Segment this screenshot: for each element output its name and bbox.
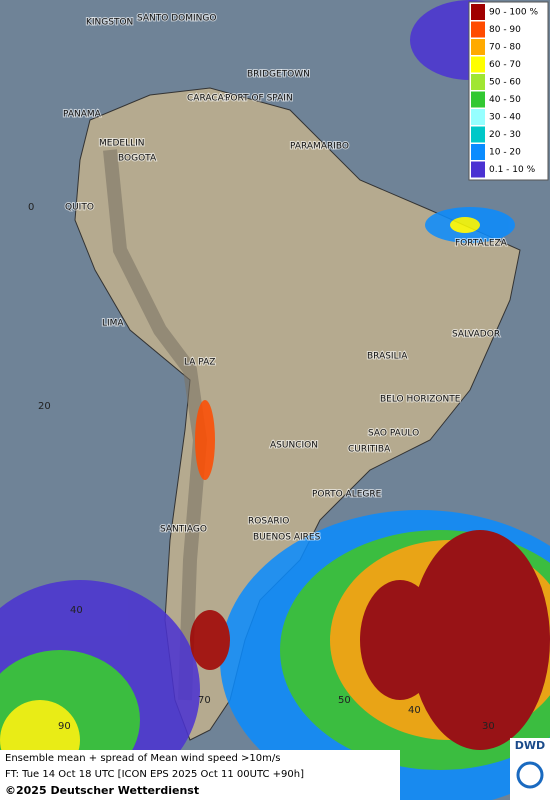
- city-label: PARAMARIBO: [290, 142, 349, 152]
- andes: [103, 149, 208, 701]
- city-label: ASUNCION: [270, 441, 318, 451]
- city-label: SANTO DOMINGO: [137, 14, 216, 24]
- grid-label: 70: [198, 695, 211, 706]
- legend-swatch: [471, 56, 485, 73]
- legend-swatch: [471, 39, 485, 55]
- legend-swatch: [471, 91, 485, 108]
- city-label: MEDELLIN: [99, 139, 144, 149]
- grid-label: 40: [70, 605, 83, 616]
- city-label: CARACAS: [187, 94, 230, 104]
- city-label: QUITO: [65, 203, 94, 213]
- copyright: ©2025 Deutscher Wetterdienst: [5, 784, 199, 797]
- legend-swatch: [471, 109, 485, 125]
- grid-label: 90: [58, 721, 71, 732]
- city-label: PORT OF SPAIN: [225, 94, 293, 104]
- legend-swatch: [471, 161, 485, 178]
- legend-label: 10 - 20: [489, 148, 521, 158]
- logo: DWD: [515, 739, 545, 752]
- city-label: PORTO ALEGRE: [312, 490, 382, 500]
- city-label: FORTALEZA: [455, 239, 508, 249]
- caption-line: Ensemble mean + spread of Mean wind spee…: [5, 753, 280, 764]
- legend-label: 30 - 40: [489, 113, 521, 123]
- legend-swatch: [471, 126, 485, 143]
- city-label: SANTIAGO: [160, 525, 207, 535]
- legend-label: 70 - 80: [489, 43, 521, 53]
- city-label: LIMA: [102, 319, 124, 329]
- legend-label: 80 - 90: [489, 25, 521, 35]
- legend-label: 20 - 30: [489, 130, 521, 140]
- grid-label: 0: [28, 202, 34, 213]
- legend-swatch: [471, 144, 485, 160]
- city-label: SAO PAULO: [368, 429, 419, 439]
- city-label: CURITIBA: [348, 445, 391, 455]
- city-label: ROSARIO: [248, 517, 289, 527]
- city-label: LA PAZ: [184, 358, 215, 368]
- legend-label: 0.1 - 10 %: [489, 165, 536, 175]
- legend-label: 90 - 100 %: [489, 8, 538, 18]
- legend: 90 - 100 % 80 - 90 70 - 80 60 - 70 50 - 60 40…: [468, 1, 549, 181]
- legend-swatch: [471, 74, 485, 90]
- city-label: BOGOTA: [118, 154, 157, 164]
- legend-label: 60 - 70: [489, 60, 521, 70]
- grid-label: 40: [408, 705, 421, 716]
- legend-label: 40 - 50: [489, 95, 521, 105]
- city-label: PANAMA: [63, 110, 102, 120]
- caption-box: [0, 750, 400, 800]
- legend-swatch: [471, 21, 485, 38]
- city-label: BELO HORIZONTE: [380, 395, 461, 405]
- city-label: BUENOS AIRES: [253, 533, 321, 543]
- legend-swatch: [471, 4, 485, 20]
- legend-label: 50 - 60: [489, 78, 521, 88]
- grid-label: 20: [38, 401, 51, 412]
- city-label: BRASILIA: [367, 352, 408, 362]
- logo-box: [510, 738, 550, 800]
- city-label: KINGSTON: [86, 18, 133, 28]
- city-label: BRIDGETOWN: [247, 70, 310, 80]
- city-label: SALVADOR: [452, 330, 500, 340]
- caption-line: FT: Tue 14 Oct 18 UTC [ICON EPS 2025 Oct…: [5, 769, 304, 780]
- logo-icon: [516, 761, 544, 789]
- grid-label: 50: [338, 695, 351, 706]
- grid-label: 30: [482, 721, 495, 732]
